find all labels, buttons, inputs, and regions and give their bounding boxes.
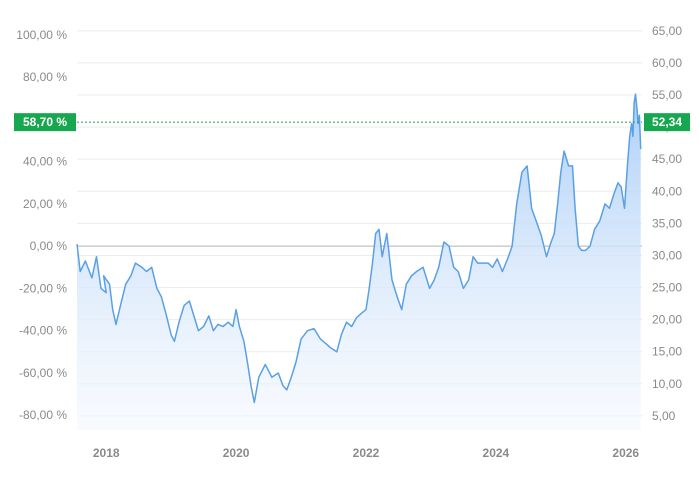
y-right-tick-label: 40,00	[652, 184, 682, 198]
x-tick-label: 2026	[612, 446, 639, 460]
y-left-tick-label: -60,00 %	[19, 366, 67, 380]
current-percent-badge	[14, 113, 76, 132]
x-tick-label: 2020	[223, 446, 250, 460]
y-right-tick-label: 60,00	[652, 56, 682, 70]
y-left-tick-label: 20,00 %	[23, 197, 67, 211]
y-right-tick-label: 55,00	[652, 88, 682, 102]
series-line	[76, 93, 642, 404]
y-left-tick-label: -80,00 %	[19, 408, 67, 422]
y-right-tick-label: 45,00	[652, 152, 682, 166]
left-axis-percent: 100,00 % 80,00 % 40,00 % 20,00 % 0,00 % -20,0…	[16, 28, 67, 422]
y-left-tick-label: 0,00 %	[30, 239, 68, 253]
y-right-tick-label: 35,00	[652, 216, 682, 230]
x-axis-years: 2018 2020 2022 2024 2026	[93, 446, 640, 460]
y-left-tick-label: -20,00 %	[19, 281, 67, 295]
y-right-tick-label: 30,00	[652, 248, 682, 262]
x-tick-label: 2022	[353, 446, 380, 460]
y-right-tick-label: 10,00	[652, 377, 682, 391]
y-right-tick-label: 25,00	[652, 281, 682, 295]
current-percent-label: 58,70 %	[23, 115, 67, 129]
y-left-tick-label: 100,00 %	[16, 28, 67, 42]
area-layer	[77, 94, 641, 430]
y-left-tick-label: -40,00 %	[19, 324, 67, 338]
y-left-tick-label: 40,00 %	[23, 155, 67, 169]
y-left-tick-label: 80,00 %	[23, 70, 67, 84]
current-price-label: 52,34	[652, 115, 682, 129]
y-right-tick-label: 65,00	[652, 24, 682, 38]
current-value-markers: 58,70 % 52,34	[14, 113, 690, 132]
line-layer	[76, 93, 642, 404]
x-tick-label: 2018	[93, 446, 120, 460]
x-tick-label: 2024	[483, 446, 510, 460]
y-right-tick-label: 20,00	[652, 313, 682, 327]
current-price-badge	[644, 113, 690, 132]
y-right-tick-label: 15,00	[652, 345, 682, 359]
y-right-tick-label: 5,00	[652, 409, 676, 423]
series-area	[77, 94, 641, 430]
right-axis-price: 65,0060,0055,0050,0045,0040,0035,0030,00…	[652, 24, 682, 423]
